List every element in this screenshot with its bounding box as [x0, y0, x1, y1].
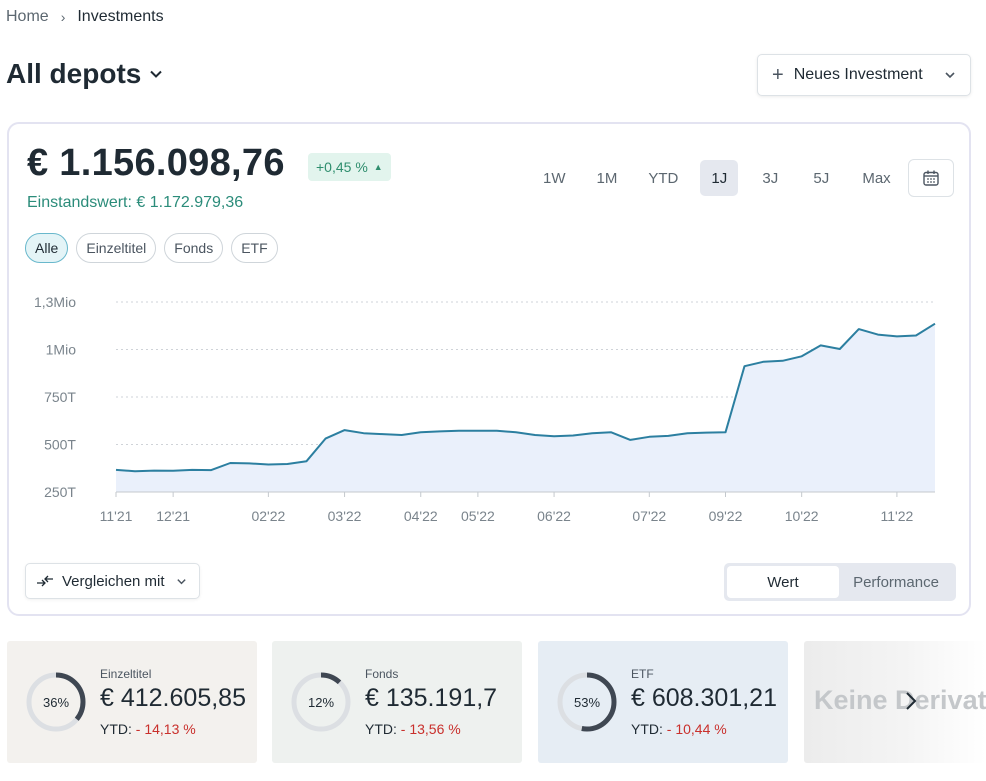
new-investment-button[interactable]: + Neues Investment [757, 54, 971, 96]
period-tab-3j[interactable]: 3J [762, 169, 779, 187]
asset-card-derivate[interactable]: Keine Derivate [804, 641, 986, 763]
cost-basis: Einstandswert: € 1.172.979,36 [27, 194, 244, 211]
page-title: All depots [6, 58, 142, 89]
filter-pill-alle[interactable]: Alle [25, 233, 69, 263]
period-tabs: 1W 1M YTD 1J 3J 5J Max [534, 160, 913, 196]
asset-card-etf[interactable]: 53% ETF € 608.301,21 YTD: - 10,44 % [538, 641, 788, 763]
allocation-percent: 53% [573, 694, 601, 710]
y-tick-label: 1,3Mio [34, 294, 76, 310]
calendar-icon [923, 170, 939, 186]
value-line [115, 322, 936, 473]
derivatives-empty-label: Keine Derivate [814, 685, 986, 715]
donut-arc [557, 672, 617, 732]
period-tab-1m[interactable]: 1M [596, 169, 618, 187]
chevron-down-icon [177, 579, 186, 585]
ytd-performance: YTD: - 10,44 % [631, 721, 727, 737]
compare-with-button[interactable]: Vergleichen mit [25, 563, 200, 599]
asset-category-value: € 135.191,7 [365, 684, 498, 712]
chevron-right-icon: › [60, 9, 66, 25]
asset-category-value: € 608.301,21 [631, 684, 777, 712]
asset-card-fonds[interactable]: 12% Fonds € 135.191,7 YTD: - 13,56 % [272, 641, 522, 763]
value-area [116, 323, 935, 492]
x-tick-label: 10'22 [785, 508, 819, 524]
x-tick-label: 05'22 [461, 508, 495, 524]
period-tab-1w[interactable]: 1W [543, 169, 566, 187]
change-badge: +0,45 % ▲ [308, 153, 391, 181]
y-tick-label: 750T [44, 389, 76, 405]
breadcrumb: Home › Investments [6, 8, 164, 26]
y-tick-label: 250T [44, 484, 76, 500]
chevron-right-icon[interactable] [904, 691, 918, 711]
donut-arc [291, 672, 351, 732]
breadcrumb-current: Investments [77, 8, 164, 25]
allocation-percent: 12% [307, 694, 335, 710]
calendar-button[interactable] [908, 159, 954, 197]
asset-category-label: ETF [631, 667, 654, 681]
allocation-donut [557, 672, 617, 732]
period-tab-1j[interactable]: 1J [700, 160, 739, 196]
donut-arc [26, 672, 86, 732]
ytd-prefix: YTD: [365, 721, 397, 737]
asset-card-einzeltitel[interactable]: 36% Einzeltitel € 412.605,85 YTD: - 14,1… [7, 641, 257, 763]
change-value: +0,45 % [316, 159, 368, 175]
toggle-wert[interactable]: Wert [727, 566, 839, 598]
allocation-donut [26, 672, 86, 732]
y-tick-label: 500T [44, 437, 76, 453]
total-value: € 1.156.098,76 [27, 142, 285, 184]
filter-pills: Alle Einzeltitel Fonds ETF [25, 233, 286, 263]
x-tick-label: 06'22 [537, 508, 571, 524]
x-tick-label: 07'22 [632, 508, 666, 524]
filter-pill-etf[interactable]: ETF [231, 233, 278, 263]
ytd-value: - 13,56 % [400, 721, 461, 737]
x-tick-label: 12'21 [156, 508, 190, 524]
ytd-prefix: YTD: [631, 721, 663, 737]
chevron-down-icon [945, 72, 955, 79]
allocation-donut [291, 672, 351, 732]
x-tick-label: 03'22 [328, 508, 362, 524]
filter-pill-fonds[interactable]: Fonds [164, 233, 224, 263]
depot-selector[interactable]: All depots [6, 58, 163, 90]
ytd-value: - 10,44 % [666, 721, 727, 737]
allocation-percent: 36% [42, 694, 70, 710]
breadcrumb-home-link[interactable]: Home [6, 8, 49, 25]
portfolio-overview-card: € 1.156.098,76 +0,45 % ▲ Einstandswert: … [7, 122, 971, 616]
asset-category-value: € 412.605,85 [100, 684, 246, 712]
x-tick-label: 11'22 [881, 508, 914, 524]
period-tab-ytd[interactable]: YTD [648, 169, 679, 187]
toggle-performance[interactable]: Performance [853, 573, 939, 591]
period-tab-5j[interactable]: 5J [813, 169, 830, 187]
x-tick-label: 09'22 [709, 508, 743, 524]
chevron-down-icon [150, 70, 163, 78]
ytd-prefix: YTD: [100, 721, 132, 737]
ytd-performance: YTD: - 13,56 % [365, 721, 461, 737]
filter-pill-einzeltitel[interactable]: Einzeltitel [76, 233, 157, 263]
y-tick-label: 1Mio [46, 342, 77, 358]
period-tab-max[interactable]: Max [862, 169, 891, 187]
plus-icon: + [772, 64, 784, 86]
view-toggle: Wert Performance [724, 563, 956, 601]
asset-category-label: Einzeltitel [100, 667, 152, 681]
asset-category-label: Fonds [365, 667, 399, 681]
x-tick-label: 11'21 [100, 508, 133, 524]
triangle-up-icon: ▲ [373, 162, 383, 172]
ytd-performance: YTD: - 14,13 % [100, 721, 196, 737]
x-tick-label: 02'22 [251, 508, 285, 524]
new-investment-label: Neues Investment [793, 66, 923, 83]
compare-label: Vergleichen mit [62, 572, 165, 590]
value-chart: 1,3Mio 1Mio 750T 500T 250T 11'21 12'21 02'22 03'… [34, 294, 936, 524]
ytd-value: - 14,13 % [135, 721, 196, 737]
compare-arrows-icon [37, 575, 53, 587]
x-tick-label: 04'22 [404, 508, 438, 524]
